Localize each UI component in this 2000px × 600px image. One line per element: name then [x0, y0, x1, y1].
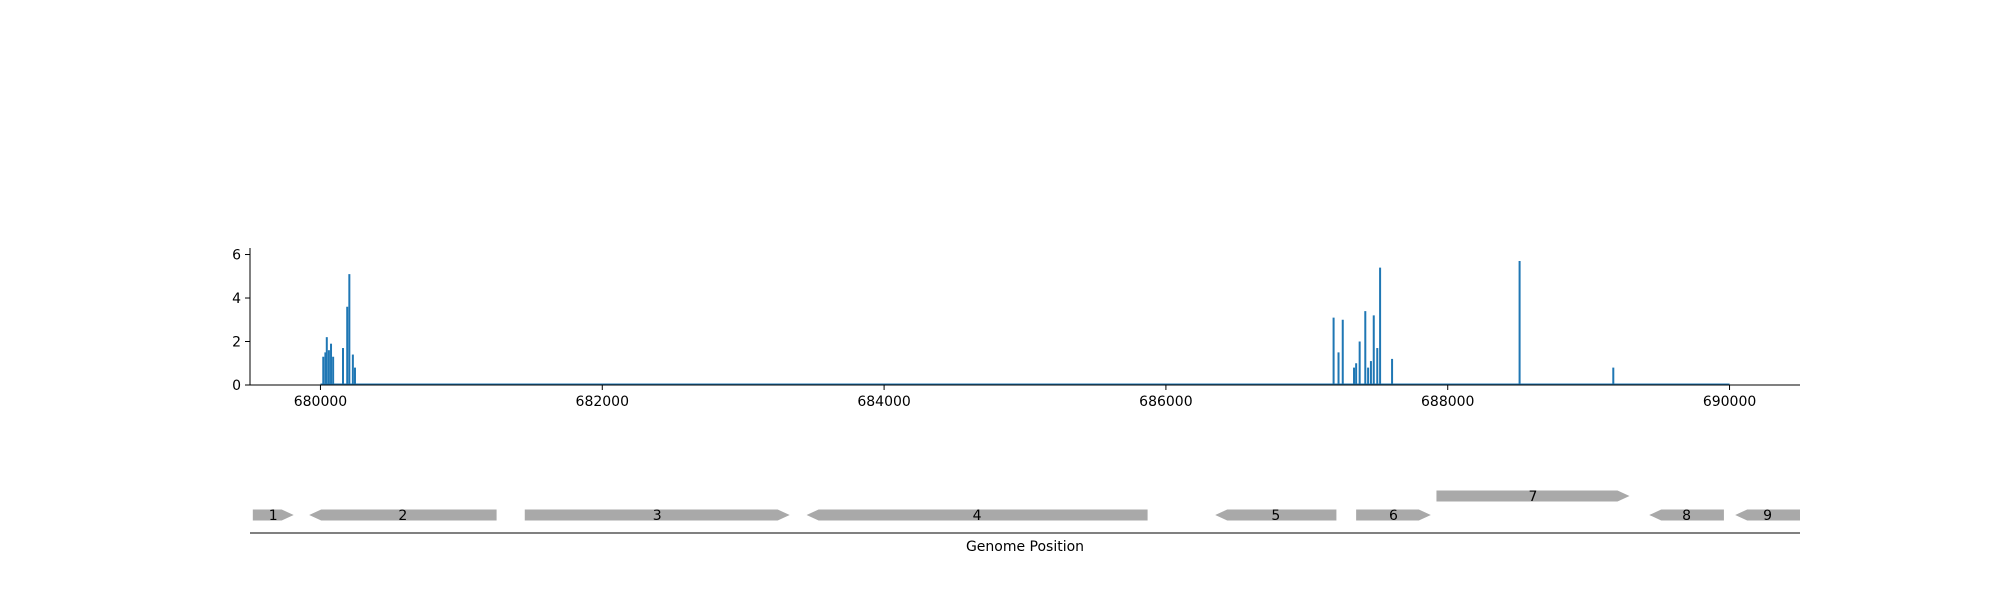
gene-5: 5 — [1215, 508, 1337, 524]
gene-arrow — [1215, 509, 1337, 521]
gene-label: 3 — [653, 508, 662, 524]
y-axis-ticks: 0 2 4 6 — [232, 248, 250, 394]
gene-arrow — [252, 509, 294, 521]
gene-arrow — [1735, 509, 1800, 521]
gene-6: 6 — [1356, 508, 1431, 524]
gene-label: 7 — [1529, 489, 1538, 505]
y-tick-label: 4 — [232, 291, 241, 307]
x-tick: 686000 — [1139, 385, 1193, 410]
gene-label: 9 — [1763, 508, 1772, 524]
gene-arrow — [1356, 509, 1431, 521]
x-tick-label: 682000 — [576, 394, 629, 410]
y-tick-label: 0 — [232, 378, 241, 394]
y-tick-label: 6 — [232, 248, 241, 264]
x-tick-label: 686000 — [1139, 394, 1192, 410]
gene-8: 8 — [1649, 508, 1724, 524]
gene-label: 5 — [1271, 508, 1280, 524]
gene-arrow — [1436, 490, 1630, 502]
coverage-bars — [322, 261, 1615, 385]
x-axis-label: Genome Position — [966, 539, 1084, 555]
gene-3: 3 — [524, 508, 790, 524]
coverage-plot: 680000 682000 684000 686000 688000 690000 0 2 4… — [232, 248, 1800, 410]
gene-label: 4 — [973, 508, 982, 524]
gene-arrow — [524, 509, 790, 521]
y-tick: 2 — [232, 335, 250, 351]
x-tick: 684000 — [857, 385, 911, 410]
y-tick: 6 — [232, 248, 250, 264]
x-tick-label: 684000 — [857, 394, 910, 410]
gene-label: 8 — [1682, 508, 1691, 524]
gene-arrow — [309, 509, 497, 521]
gene-arrow — [1649, 509, 1724, 521]
y-tick: 4 — [232, 291, 250, 307]
x-tick: 680000 — [294, 385, 347, 410]
gene-2: 2 — [309, 508, 497, 524]
gene-7: 7 — [1436, 489, 1630, 505]
gene-label: 6 — [1389, 508, 1398, 524]
gene-track: 1 2 3 4 5 6 7 8 9 Genome Position — [250, 489, 1800, 555]
y-tick-label: 2 — [232, 335, 241, 351]
x-tick-label: 690000 — [1703, 394, 1756, 410]
gene-4: 4 — [806, 508, 1148, 524]
x-tick-label: 680000 — [294, 394, 347, 410]
x-tick: 690000 — [1703, 385, 1756, 410]
gene-1: 1 — [252, 508, 294, 524]
gene-9: 9 — [1735, 508, 1800, 524]
x-axis-ticks: 680000 682000 684000 686000 688000 690000 — [294, 385, 1756, 410]
x-tick: 688000 — [1421, 385, 1474, 410]
gene-arrows: 1 2 3 4 5 6 7 8 9 — [252, 489, 1800, 524]
x-tick: 682000 — [576, 385, 629, 410]
gene-label: 2 — [398, 508, 407, 524]
y-tick: 0 — [232, 378, 250, 394]
gene-arrow — [806, 509, 1148, 521]
x-tick-label: 688000 — [1421, 394, 1474, 410]
gene-label: 1 — [269, 508, 278, 524]
